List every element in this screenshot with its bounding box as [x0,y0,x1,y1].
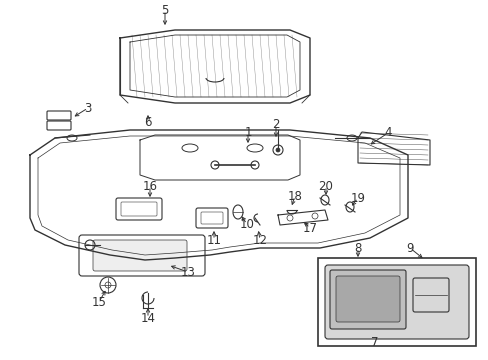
Text: 20: 20 [318,180,333,193]
Text: 18: 18 [287,189,302,202]
Text: 11: 11 [206,234,221,247]
FancyBboxPatch shape [335,276,399,322]
Text: 5: 5 [161,4,168,17]
Text: 8: 8 [354,242,361,255]
FancyBboxPatch shape [325,265,468,339]
FancyBboxPatch shape [329,270,405,329]
Text: 17: 17 [302,221,317,234]
Text: 10: 10 [239,217,254,230]
Circle shape [275,148,280,152]
Text: 19: 19 [350,192,365,204]
Text: 12: 12 [252,234,267,247]
Text: 7: 7 [370,336,378,348]
FancyBboxPatch shape [93,240,186,271]
Text: 3: 3 [84,102,92,114]
Text: 15: 15 [91,296,106,309]
Text: 2: 2 [272,118,279,131]
Text: 4: 4 [384,126,391,139]
Text: 13: 13 [180,266,195,279]
Text: 14: 14 [140,311,155,324]
Bar [317,258,475,346]
Text: 16: 16 [142,180,157,193]
Text: 9: 9 [406,242,413,255]
Text: 1: 1 [244,126,251,139]
Text: 6: 6 [144,116,151,129]
